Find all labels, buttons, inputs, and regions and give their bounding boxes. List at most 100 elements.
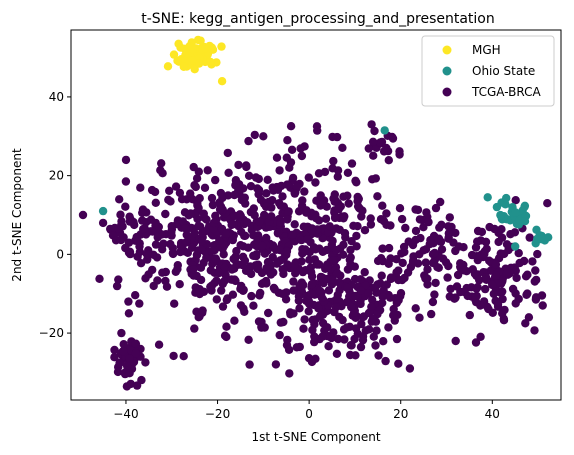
point-tcga-brca xyxy=(242,162,251,172)
point-tcga-brca xyxy=(498,309,507,318)
point-tcga-brca xyxy=(166,197,175,206)
point-tcga-brca xyxy=(481,284,490,294)
point-tcga-brca xyxy=(211,175,220,185)
point-tcga-brca xyxy=(332,132,342,142)
point-tcga-brca xyxy=(187,243,197,252)
point-tcga-brca xyxy=(292,182,302,191)
point-tcga-brca xyxy=(240,307,249,316)
point-tcga-brca xyxy=(254,185,264,195)
point-tcga-brca xyxy=(286,158,296,167)
point-tcga-brca xyxy=(186,189,195,198)
point-tcga-brca xyxy=(283,335,292,345)
point-tcga-brca xyxy=(522,290,531,299)
point-tcga-brca xyxy=(215,205,225,214)
point-tcga-brca xyxy=(400,247,409,257)
point-tcga-brca xyxy=(116,210,125,219)
point-tcga-brca xyxy=(207,281,217,290)
point-tcga-brca xyxy=(237,195,247,205)
point-tcga-brca xyxy=(323,323,332,332)
point-tcga-brca xyxy=(347,302,356,312)
point-tcga-brca xyxy=(294,207,304,216)
point-tcga-brca xyxy=(471,338,481,347)
point-tcga-brca xyxy=(154,340,164,349)
point-tcga-brca xyxy=(278,192,287,201)
point-tcga-brca xyxy=(98,218,108,228)
point-tcga-brca xyxy=(189,162,198,172)
point-tcga-brca xyxy=(498,294,507,304)
point-tcga-brca xyxy=(331,303,341,312)
point-tcga-brca xyxy=(197,237,206,246)
point-tcga-brca xyxy=(189,265,198,274)
point-tcga-brca xyxy=(283,215,292,224)
point-tcga-brca xyxy=(263,175,272,184)
point-tcga-brca xyxy=(275,245,284,255)
point-mgh xyxy=(217,77,227,86)
point-tcga-brca xyxy=(126,379,135,389)
point-tcga-brca xyxy=(378,244,387,253)
point-tcga-brca xyxy=(236,241,245,250)
point-tcga-brca xyxy=(195,194,204,203)
point-tcga-brca xyxy=(465,310,474,320)
point-mgh xyxy=(169,50,179,59)
point-tcga-brca xyxy=(386,293,395,302)
point-tcga-brca xyxy=(297,151,307,161)
point-tcga-brca xyxy=(368,137,378,146)
point-tcga-brca xyxy=(515,258,524,268)
point-mgh xyxy=(206,57,215,67)
point-ohio-state xyxy=(511,208,520,217)
point-tcga-brca xyxy=(332,269,342,278)
point-tcga-brca xyxy=(224,168,233,177)
point-tcga-brca xyxy=(364,325,374,334)
point-tcga-brca xyxy=(366,214,375,223)
point-tcga-brca xyxy=(347,341,356,350)
point-tcga-brca xyxy=(271,360,281,369)
point-tcga-brca xyxy=(299,280,308,290)
point-tcga-brca xyxy=(197,245,206,255)
point-tcga-brca xyxy=(451,336,460,346)
point-tcga-brca xyxy=(329,156,338,166)
chart-title: t-SNE: kegg_antigen_processing_and_prese… xyxy=(141,11,495,27)
y-tick-label: 20 xyxy=(49,169,64,183)
point-tcga-brca xyxy=(244,243,253,252)
point-tcga-brca xyxy=(300,187,309,196)
point-tcga-brca xyxy=(364,289,373,298)
point-tcga-brca xyxy=(395,204,405,213)
point-tcga-brca xyxy=(140,224,149,233)
point-tcga-brca xyxy=(117,328,126,338)
point-mgh xyxy=(163,62,173,71)
point-tcga-brca xyxy=(273,185,283,194)
point-mgh xyxy=(188,56,197,65)
point-tcga-brca xyxy=(228,235,237,245)
point-tcga-brca xyxy=(119,340,128,349)
point-tcga-brca xyxy=(202,253,211,263)
point-tcga-brca xyxy=(222,332,231,342)
point-tcga-brca xyxy=(471,243,481,252)
point-tcga-brca xyxy=(222,295,231,305)
point-tcga-brca xyxy=(113,367,123,377)
point-tcga-brca xyxy=(203,166,212,175)
point-tcga-brca xyxy=(396,289,406,298)
point-ohio-state xyxy=(98,206,108,216)
point-tcga-brca xyxy=(214,268,224,278)
point-tcga-brca xyxy=(401,223,410,233)
point-tcga-brca xyxy=(240,256,250,265)
point-tcga-brca xyxy=(481,237,491,247)
point-tcga-brca xyxy=(153,233,162,242)
point-tcga-brca xyxy=(316,312,325,321)
point-tcga-brca xyxy=(502,269,512,278)
point-tcga-brca xyxy=(512,273,521,283)
point-tcga-brca xyxy=(234,160,243,170)
point-tcga-brca xyxy=(157,159,166,168)
point-tcga-brca xyxy=(398,258,407,268)
point-tcga-brca xyxy=(135,247,145,257)
point-tcga-brca xyxy=(192,271,201,281)
point-tcga-brca xyxy=(314,169,324,178)
point-tcga-brca xyxy=(289,277,298,286)
point-tcga-brca xyxy=(384,323,393,332)
point-tcga-brca xyxy=(445,213,454,222)
point-tcga-brca xyxy=(307,279,317,289)
point-tcga-brca xyxy=(141,218,151,227)
point-tcga-brca xyxy=(304,354,314,363)
point-tcga-brca xyxy=(467,283,476,292)
point-tcga-brca xyxy=(392,334,402,344)
